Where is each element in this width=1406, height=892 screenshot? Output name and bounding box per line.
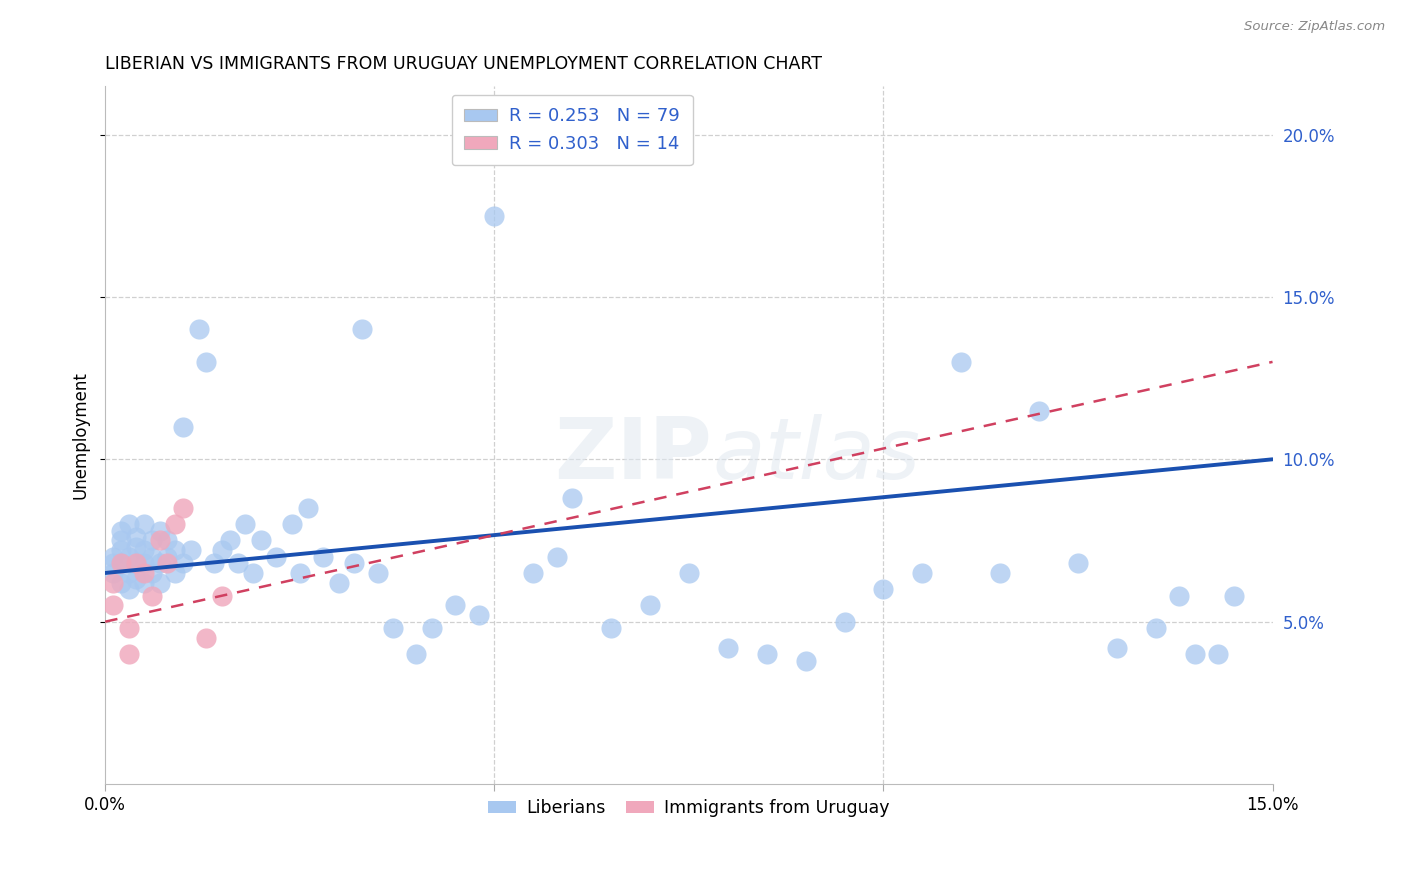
Point [165,543,187,558]
Point [156,533,179,548]
Point [1144,621,1167,635]
Point [382,621,405,635]
Point [110,556,132,570]
Point [1028,403,1050,417]
Point [172,556,194,570]
Point [134,517,156,532]
Point [117,582,139,597]
Point [110,575,132,590]
Point [156,556,179,570]
Point [872,582,894,597]
Point [218,533,240,548]
Point [125,556,148,570]
Point [110,524,132,538]
Point [794,654,817,668]
Point [242,566,264,580]
Text: Source: ZipAtlas.com: Source: ZipAtlas.com [1244,20,1385,33]
Point [281,517,304,532]
Point [149,524,172,538]
Point [134,556,156,570]
Point [1105,640,1128,655]
Point [561,491,583,506]
Point [312,549,335,564]
Point [141,566,163,580]
Point [1206,647,1229,661]
Point [233,517,256,532]
Point [522,566,544,580]
Point [134,575,156,590]
Point [187,322,209,336]
Point [125,573,148,587]
Point [988,566,1011,580]
Point [117,621,139,635]
Point [211,589,233,603]
Y-axis label: Unemployment: Unemployment [72,371,89,499]
Point [288,566,311,580]
Point [149,533,172,548]
Text: ZIP: ZIP [554,415,713,498]
Point [546,549,568,564]
Point [367,566,389,580]
Point [1067,556,1090,570]
Point [468,608,491,623]
Point [950,355,973,369]
Point [156,549,179,564]
Point [717,640,740,655]
Point [110,533,132,548]
Point [101,599,124,613]
Point [484,209,506,223]
Point [1222,589,1244,603]
Point [343,556,366,570]
Point [180,543,202,558]
Text: LIBERIAN VS IMMIGRANTS FROM URUGUAY UNEMPLOYMENT CORRELATION CHART: LIBERIAN VS IMMIGRANTS FROM URUGUAY UNEM… [105,55,823,73]
Point [117,517,139,532]
Point [110,556,132,570]
Point [134,566,156,580]
Point [110,543,132,558]
Point [266,549,288,564]
Point [165,517,187,532]
Point [600,621,623,635]
Point [117,566,139,580]
Point [125,556,148,570]
Point [141,549,163,564]
Point [211,543,233,558]
Point [250,533,273,548]
Point [226,556,249,570]
Point [125,540,148,554]
Point [297,501,319,516]
Point [101,556,124,570]
Point [101,549,124,564]
Point [172,420,194,434]
Point [141,589,163,603]
Point [444,599,467,613]
Text: atlas: atlas [713,415,920,498]
Point [134,543,156,558]
Point [1184,647,1206,661]
Point [911,566,934,580]
Point [149,575,172,590]
Point [755,647,778,661]
Point [328,575,350,590]
Point [101,566,124,580]
Point [834,615,856,629]
Point [405,647,427,661]
Point [141,533,163,548]
Point [117,549,139,564]
Point [1168,589,1191,603]
Point [165,566,187,580]
Point [117,647,139,661]
Legend: Liberians, Immigrants from Uruguay: Liberians, Immigrants from Uruguay [481,792,897,824]
Point [101,575,124,590]
Point [678,566,700,580]
Point [195,631,218,645]
Point [125,530,148,544]
Point [202,556,225,570]
Point [195,355,218,369]
Point [350,322,373,336]
Point [149,556,172,570]
Point [420,621,443,635]
Point [638,599,661,613]
Point [172,501,194,516]
